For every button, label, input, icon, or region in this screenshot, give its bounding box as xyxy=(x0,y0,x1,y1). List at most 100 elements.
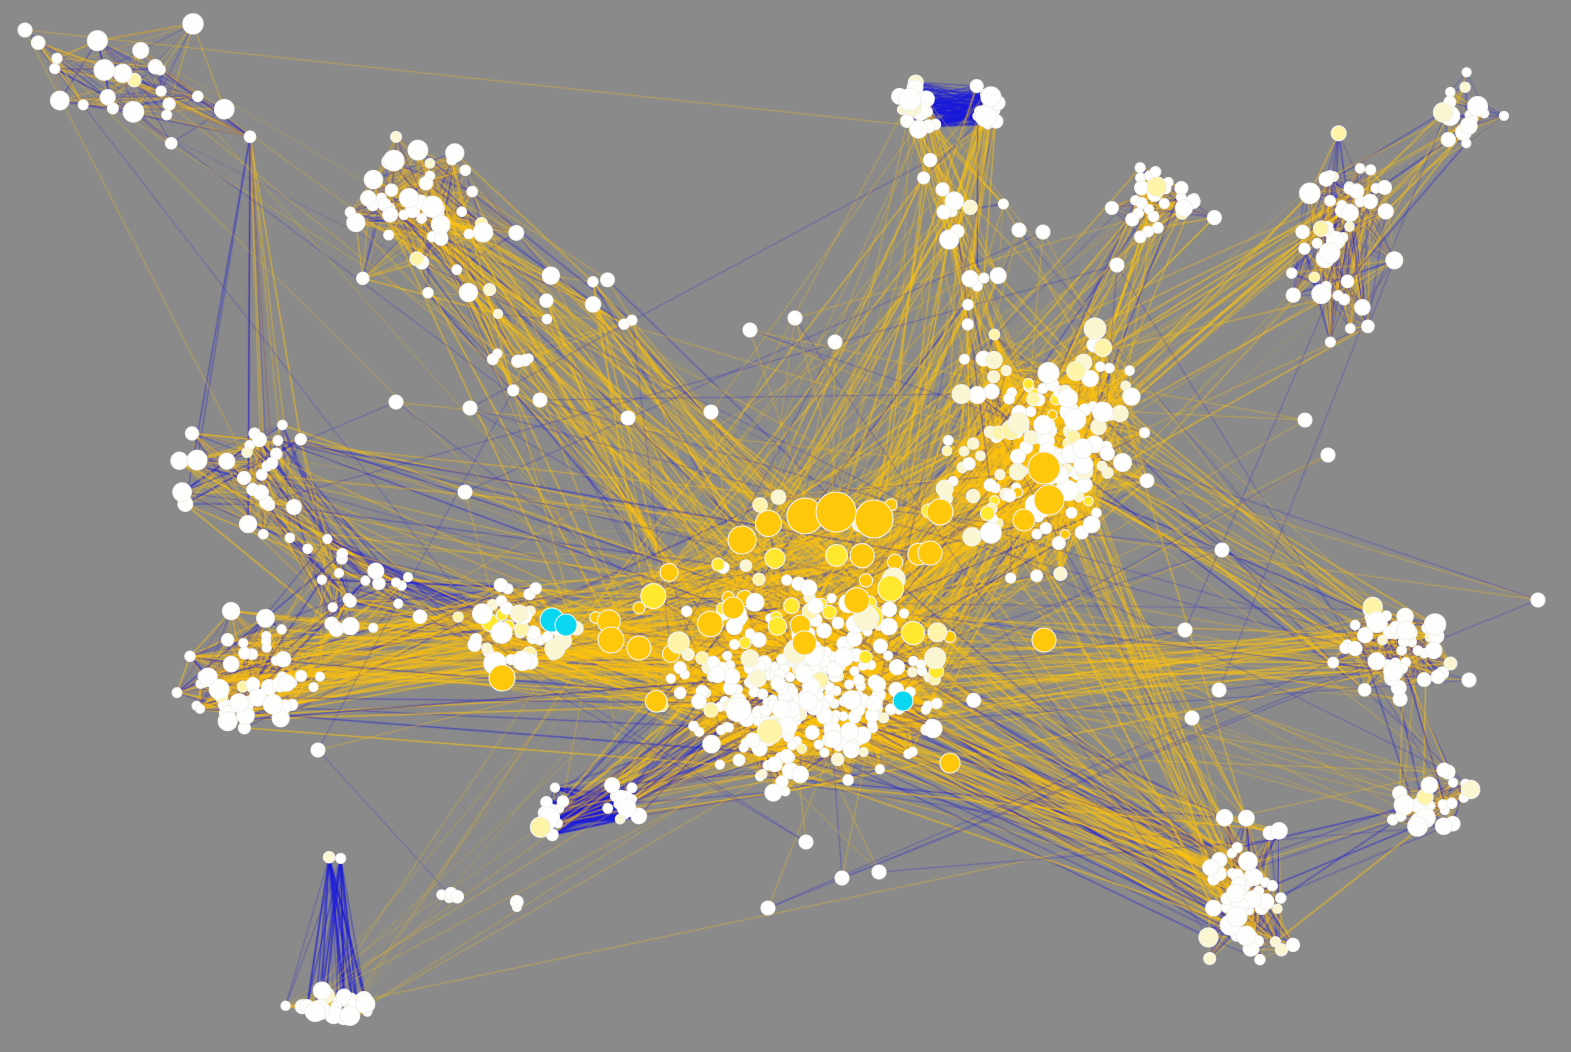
graph-node[interactable] xyxy=(819,747,830,758)
graph-node[interactable] xyxy=(1035,224,1051,240)
graph-node[interactable] xyxy=(665,673,677,684)
graph-node[interactable] xyxy=(1147,210,1160,223)
graph-node[interactable] xyxy=(770,675,786,692)
graph-node[interactable] xyxy=(877,575,905,602)
graph-node[interactable] xyxy=(265,456,279,470)
graph-node[interactable] xyxy=(1082,515,1101,534)
graph-node[interactable] xyxy=(422,287,434,299)
graph-node[interactable] xyxy=(644,689,668,713)
graph-node[interactable] xyxy=(962,298,974,311)
graph-node[interactable] xyxy=(1083,317,1107,341)
graph-node[interactable] xyxy=(483,283,497,297)
graph-node[interactable] xyxy=(874,764,886,775)
graph-node[interactable] xyxy=(1033,415,1054,435)
graph-node[interactable] xyxy=(481,642,493,654)
graph-node[interactable] xyxy=(252,484,269,501)
graph-node[interactable] xyxy=(618,318,630,330)
graph-node[interactable] xyxy=(1235,925,1257,946)
graph-node[interactable] xyxy=(1443,656,1458,671)
graph-node[interactable] xyxy=(775,775,789,789)
graph-node[interactable] xyxy=(886,553,904,571)
graph-node[interactable] xyxy=(1011,222,1027,238)
graph-node[interactable] xyxy=(962,527,982,547)
graph-node[interactable] xyxy=(1285,287,1301,303)
graph-node[interactable] xyxy=(544,638,566,660)
graph-node[interactable] xyxy=(390,130,403,143)
graph-node[interactable] xyxy=(458,282,479,303)
graph-node[interactable] xyxy=(456,206,468,218)
graph-node[interactable] xyxy=(997,198,1009,210)
graph-node[interactable] xyxy=(529,816,552,838)
graph-node[interactable] xyxy=(1211,682,1227,698)
graph-node[interactable] xyxy=(852,674,865,687)
graph-node[interactable] xyxy=(132,41,150,60)
graph-node[interactable] xyxy=(1065,506,1078,519)
graph-node[interactable] xyxy=(798,834,814,850)
graph-node[interactable] xyxy=(711,557,726,572)
graph-node[interactable] xyxy=(472,222,494,243)
graph-node[interactable] xyxy=(336,547,349,560)
graph-node[interactable] xyxy=(987,370,1001,384)
graph-node[interactable] xyxy=(412,609,428,625)
graph-node[interactable] xyxy=(871,864,887,880)
graph-node[interactable] xyxy=(1138,427,1151,439)
graph-node[interactable] xyxy=(880,617,898,636)
graph-node[interactable] xyxy=(17,22,33,38)
graph-node[interactable] xyxy=(346,212,366,233)
graph-node[interactable] xyxy=(186,449,208,471)
graph-node[interactable] xyxy=(1033,484,1065,516)
graph-node[interactable] xyxy=(280,1000,291,1012)
graph-node[interactable] xyxy=(540,795,553,809)
graph-node[interactable] xyxy=(241,446,253,459)
graph-node[interactable] xyxy=(407,139,429,161)
graph-node[interactable] xyxy=(926,498,954,526)
graph-node[interactable] xyxy=(823,729,843,749)
graph-node[interactable] xyxy=(708,665,727,684)
graph-node[interactable] xyxy=(509,604,529,624)
graph-node[interactable] xyxy=(620,410,636,426)
graph-node[interactable] xyxy=(1202,859,1220,877)
graph-node[interactable] xyxy=(1072,438,1093,459)
graph-node[interactable] xyxy=(382,149,405,172)
graph-node[interactable] xyxy=(939,752,961,774)
graph-node[interactable] xyxy=(1361,319,1375,334)
graph-node[interactable] xyxy=(1430,669,1446,685)
graph-node[interactable] xyxy=(881,601,898,618)
graph-node[interactable] xyxy=(486,353,499,366)
graph-node[interactable] xyxy=(794,664,814,684)
graph-node[interactable] xyxy=(626,635,652,661)
graph-node[interactable] xyxy=(922,152,938,168)
graph-node[interactable] xyxy=(908,655,919,667)
graph-node[interactable] xyxy=(725,618,743,636)
graph-node[interactable] xyxy=(958,446,970,457)
graph-node[interactable] xyxy=(221,601,241,621)
graph-node[interactable] xyxy=(978,272,990,284)
graph-node[interactable] xyxy=(764,547,786,569)
graph-node[interactable] xyxy=(800,579,818,597)
graph-node[interactable] xyxy=(738,636,752,650)
graph-node[interactable] xyxy=(549,782,561,793)
graph-node[interactable] xyxy=(1445,86,1456,98)
graph-node[interactable] xyxy=(1324,194,1337,207)
graph-node[interactable] xyxy=(1377,634,1388,646)
graph-node[interactable] xyxy=(450,889,465,904)
graph-node[interactable] xyxy=(463,228,475,240)
graph-node[interactable] xyxy=(602,802,614,814)
graph-node[interactable] xyxy=(1348,183,1365,199)
graph-node[interactable] xyxy=(1066,361,1087,381)
graph-node[interactable] xyxy=(980,86,1002,108)
graph-node[interactable] xyxy=(884,703,897,716)
graph-node[interactable] xyxy=(695,651,710,666)
graph-node[interactable] xyxy=(969,78,984,94)
graph-node[interactable] xyxy=(858,746,869,758)
graph-node[interactable] xyxy=(640,583,667,610)
graph-node[interactable] xyxy=(983,478,997,492)
graph-node[interactable] xyxy=(757,688,769,700)
graph-node[interactable] xyxy=(1298,242,1311,255)
graph-node[interactable] xyxy=(328,621,345,637)
graph-node[interactable] xyxy=(390,577,402,588)
graph-node[interactable] xyxy=(1109,257,1125,273)
graph-node[interactable] xyxy=(1344,323,1356,334)
graph-node[interactable] xyxy=(1022,378,1035,390)
graph-node[interactable] xyxy=(322,850,336,864)
